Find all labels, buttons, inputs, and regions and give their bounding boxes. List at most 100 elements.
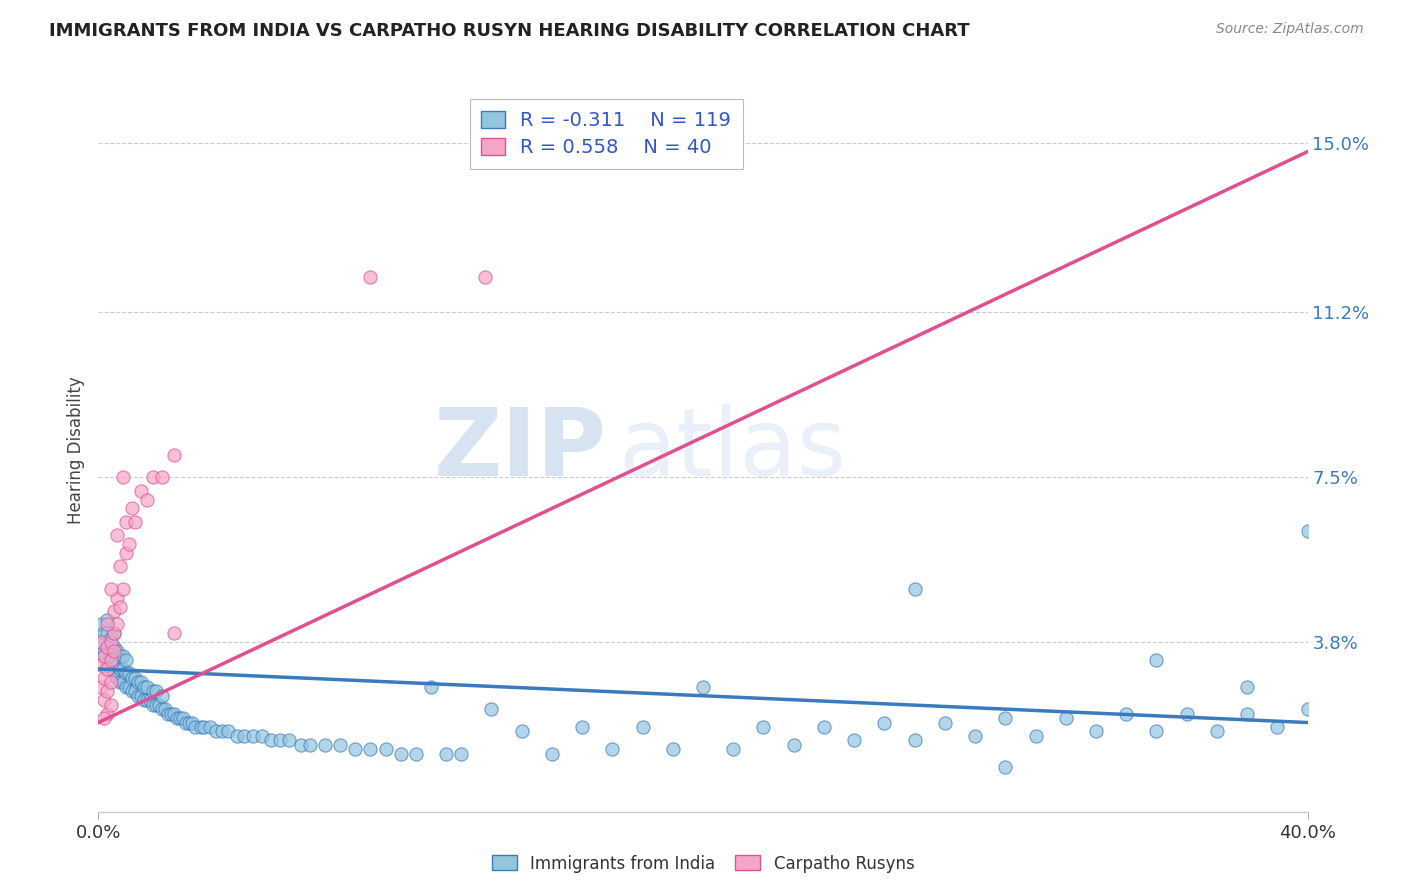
- Point: [510, 724, 533, 739]
- Legend: Immigrants from India, Carpatho Rusyns: Immigrants from India, Carpatho Rusyns: [485, 848, 921, 880]
- Point: [1296, 702, 1319, 716]
- Point: [156, 706, 179, 721]
- Point: [93, 693, 115, 707]
- Point: [474, 269, 496, 284]
- Point: [105, 617, 128, 632]
- Point: [299, 738, 322, 752]
- Point: [100, 662, 122, 676]
- Point: [103, 666, 125, 681]
- Point: [124, 671, 146, 685]
- Point: [100, 675, 122, 690]
- Point: [1236, 706, 1258, 721]
- Point: [160, 706, 183, 721]
- Point: [108, 599, 131, 614]
- Point: [100, 644, 122, 658]
- Point: [277, 733, 299, 747]
- Point: [1144, 724, 1167, 739]
- Point: [105, 657, 128, 672]
- Point: [290, 738, 312, 752]
- Point: [148, 698, 170, 712]
- Point: [934, 715, 956, 730]
- Point: [114, 515, 136, 529]
- Point: [965, 729, 987, 743]
- Point: [405, 747, 427, 761]
- Point: [127, 689, 149, 703]
- Point: [172, 711, 194, 725]
- Point: [93, 644, 115, 658]
- Point: [90, 635, 112, 649]
- Point: [100, 698, 122, 712]
- Point: [184, 720, 207, 734]
- Point: [314, 738, 336, 752]
- Point: [93, 671, 115, 685]
- Point: [205, 724, 228, 739]
- Point: [111, 470, 134, 484]
- Point: [108, 648, 131, 663]
- Text: ZIP: ZIP: [433, 404, 606, 497]
- Point: [139, 693, 162, 707]
- Point: [135, 492, 157, 507]
- Point: [211, 724, 233, 739]
- Point: [96, 626, 118, 640]
- Point: [904, 733, 927, 747]
- Point: [232, 729, 254, 743]
- Point: [783, 738, 806, 752]
- Point: [96, 640, 118, 654]
- Point: [93, 648, 115, 663]
- Point: [250, 729, 273, 743]
- Point: [1115, 706, 1137, 721]
- Point: [96, 640, 118, 654]
- Point: [100, 653, 122, 667]
- Point: [135, 680, 157, 694]
- Point: [844, 733, 866, 747]
- Point: [150, 702, 173, 716]
- Point: [813, 720, 835, 734]
- Y-axis label: Hearing Disability: Hearing Disability: [66, 376, 84, 524]
- Point: [434, 747, 457, 761]
- Point: [90, 680, 112, 694]
- Point: [1236, 680, 1258, 694]
- Text: IMMIGRANTS FROM INDIA VS CARPATHO RUSYN HEARING DISABILITY CORRELATION CHART: IMMIGRANTS FROM INDIA VS CARPATHO RUSYN …: [49, 22, 970, 40]
- Point: [181, 715, 204, 730]
- Point: [873, 715, 896, 730]
- Point: [108, 662, 131, 676]
- Point: [103, 653, 125, 667]
- Point: [994, 711, 1017, 725]
- Point: [108, 559, 131, 574]
- Point: [124, 684, 146, 698]
- Point: [105, 671, 128, 685]
- Point: [103, 644, 125, 658]
- Point: [163, 706, 186, 721]
- Point: [166, 711, 188, 725]
- Point: [602, 742, 624, 756]
- Legend: R = -0.311    N = 119, R = 0.558    N = 40: R = -0.311 N = 119, R = 0.558 N = 40: [470, 99, 742, 169]
- Point: [344, 742, 367, 756]
- Point: [360, 269, 382, 284]
- Point: [226, 729, 249, 743]
- Point: [96, 706, 118, 721]
- Point: [103, 626, 125, 640]
- Point: [389, 747, 412, 761]
- Point: [132, 693, 155, 707]
- Point: [105, 591, 128, 605]
- Point: [174, 715, 197, 730]
- Point: [111, 662, 134, 676]
- Point: [114, 666, 136, 681]
- Point: [153, 702, 176, 716]
- Text: Source: ZipAtlas.com: Source: ZipAtlas.com: [1216, 22, 1364, 37]
- Point: [127, 675, 149, 690]
- Point: [420, 680, 443, 694]
- Point: [111, 582, 134, 596]
- Point: [163, 448, 186, 462]
- Point: [329, 738, 352, 752]
- Point: [93, 626, 115, 640]
- Point: [142, 470, 165, 484]
- Point: [100, 631, 122, 645]
- Point: [540, 747, 562, 761]
- Point: [169, 711, 191, 725]
- Point: [100, 582, 122, 596]
- Point: [661, 742, 683, 756]
- Point: [142, 698, 165, 712]
- Point: [96, 613, 118, 627]
- Point: [129, 483, 152, 498]
